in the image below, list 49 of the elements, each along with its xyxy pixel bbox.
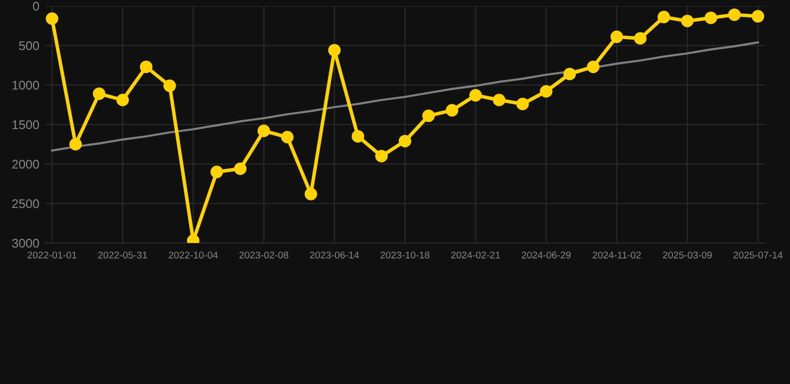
point — [375, 150, 388, 162]
point — [328, 44, 341, 56]
point — [210, 166, 224, 178]
y-tick-label: 2500 — [12, 199, 39, 208]
point — [352, 130, 364, 143]
point — [422, 110, 435, 122]
y-tick-label: 500 — [19, 41, 39, 50]
y-tick-label: 1000 — [12, 80, 39, 90]
x-tick-label: 2024-11-02 — [592, 252, 641, 258]
point — [234, 162, 247, 175]
point — [540, 85, 552, 98]
line-series — [51, 41, 759, 152]
y-tick-label: 1500 — [12, 120, 39, 130]
point — [469, 89, 482, 102]
x-tick-label: 2022-05-31 — [98, 252, 148, 258]
point — [516, 98, 529, 110]
x-tick-label: 2022-01-01 — [28, 252, 76, 258]
x-tick-label: 2024-02-21 — [451, 252, 500, 258]
point — [610, 30, 624, 44]
point — [258, 124, 270, 138]
point — [728, 8, 741, 21]
x-tick-label: 2023-02-08 — [239, 252, 288, 258]
point — [163, 80, 176, 92]
y-tick-label: 3000 — [12, 238, 39, 248]
point — [446, 104, 458, 117]
point — [46, 12, 58, 25]
point — [92, 87, 106, 100]
y-tick-label: 0 — [32, 2, 39, 11]
x-tick-label: 2023-06-14 — [310, 252, 359, 258]
point — [658, 10, 670, 24]
point — [304, 188, 318, 200]
point — [563, 68, 576, 80]
point — [586, 60, 600, 74]
x-tick-label: 2022-10-04 — [168, 252, 218, 258]
x-tick-label: 2025-07-14 — [734, 252, 783, 258]
point — [752, 10, 764, 23]
point — [704, 12, 718, 24]
point — [140, 60, 152, 74]
x-tick-label: 2023-10-18 — [380, 252, 430, 258]
point — [681, 14, 694, 28]
y-tick-label: 2000 — [12, 160, 39, 169]
point — [116, 94, 129, 106]
x-tick-label: 2024-06-29 — [522, 252, 571, 258]
point — [398, 134, 412, 148]
point — [634, 32, 647, 45]
point — [492, 94, 506, 106]
point — [69, 138, 82, 150]
point — [281, 130, 294, 144]
x-tick-label: 2025-03-09 — [662, 252, 712, 258]
